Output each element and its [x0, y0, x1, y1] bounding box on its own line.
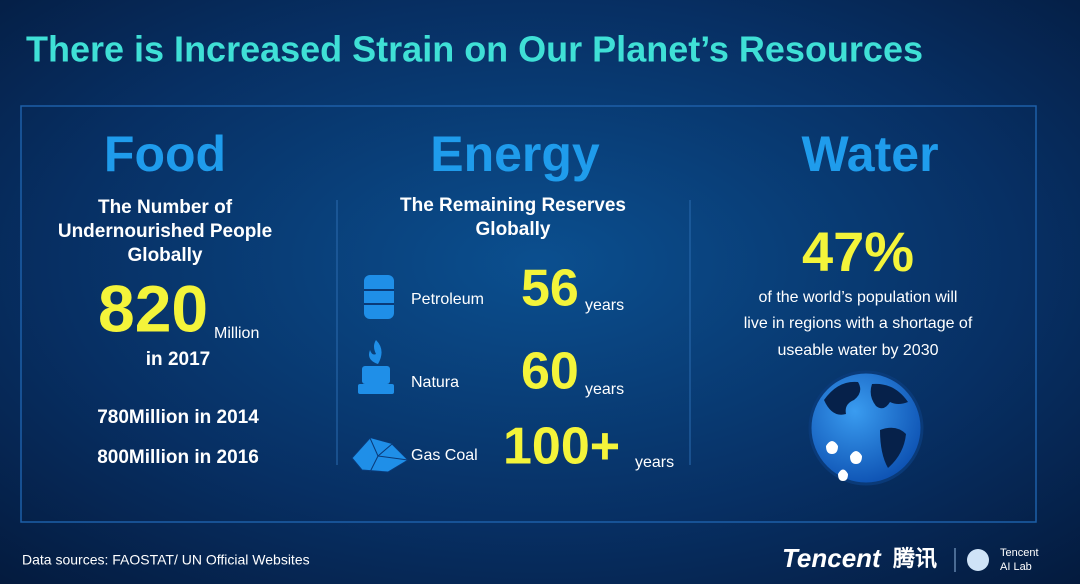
food-subtitle: Undernourished People	[58, 221, 272, 242]
food-history: 780Million in 2014	[97, 407, 259, 428]
lab-icon	[967, 549, 989, 571]
title: There is Increased Strain on Our Planet’…	[26, 29, 923, 70]
energy-figure: 60	[521, 343, 579, 401]
energy-label: Natura	[411, 374, 459, 391]
food-heading: Food	[104, 126, 226, 182]
food-unit: Million	[214, 325, 259, 342]
source: Data sources: FAOSTAT/ UN Official Websi…	[22, 552, 310, 568]
barrel-icon	[364, 275, 394, 319]
food-figure: 820	[98, 271, 208, 345]
energy-subtitle: The Remaining Reserves	[400, 195, 626, 216]
energy-unit: years	[585, 381, 624, 398]
energy-subtitle: Globally	[476, 219, 551, 240]
food-year: in 2017	[146, 349, 210, 370]
food-subtitle: The Number of	[98, 197, 233, 218]
energy-figure: 56	[521, 260, 579, 318]
water-text: useable water by 2030	[778, 342, 939, 359]
food-subtitle: Globally	[128, 245, 203, 266]
water-figure: 47%	[802, 220, 914, 283]
energy-figure: 100+	[503, 418, 620, 476]
coal-icon	[351, 437, 409, 473]
water-text: of the world’s population will	[759, 289, 958, 306]
brand-cn: 腾讯	[893, 546, 937, 571]
globe-icon	[808, 370, 924, 486]
food-history: 800Million in 2016	[97, 447, 259, 468]
energy-heading: Energy	[430, 126, 600, 182]
lab-name: Tencent	[1000, 547, 1039, 559]
energy-unit: years	[585, 297, 624, 314]
brand: Tencent	[782, 543, 882, 573]
water-heading: Water	[801, 126, 938, 182]
energy-label: Gas Coal	[411, 447, 478, 464]
gas-icon	[358, 340, 394, 394]
water-text: live in regions with a shortage of	[744, 315, 973, 332]
lab-name: AI Lab	[1000, 561, 1032, 573]
energy-label: Petroleum	[411, 291, 484, 308]
panel	[20, 105, 1037, 523]
energy-unit: years	[635, 454, 674, 471]
